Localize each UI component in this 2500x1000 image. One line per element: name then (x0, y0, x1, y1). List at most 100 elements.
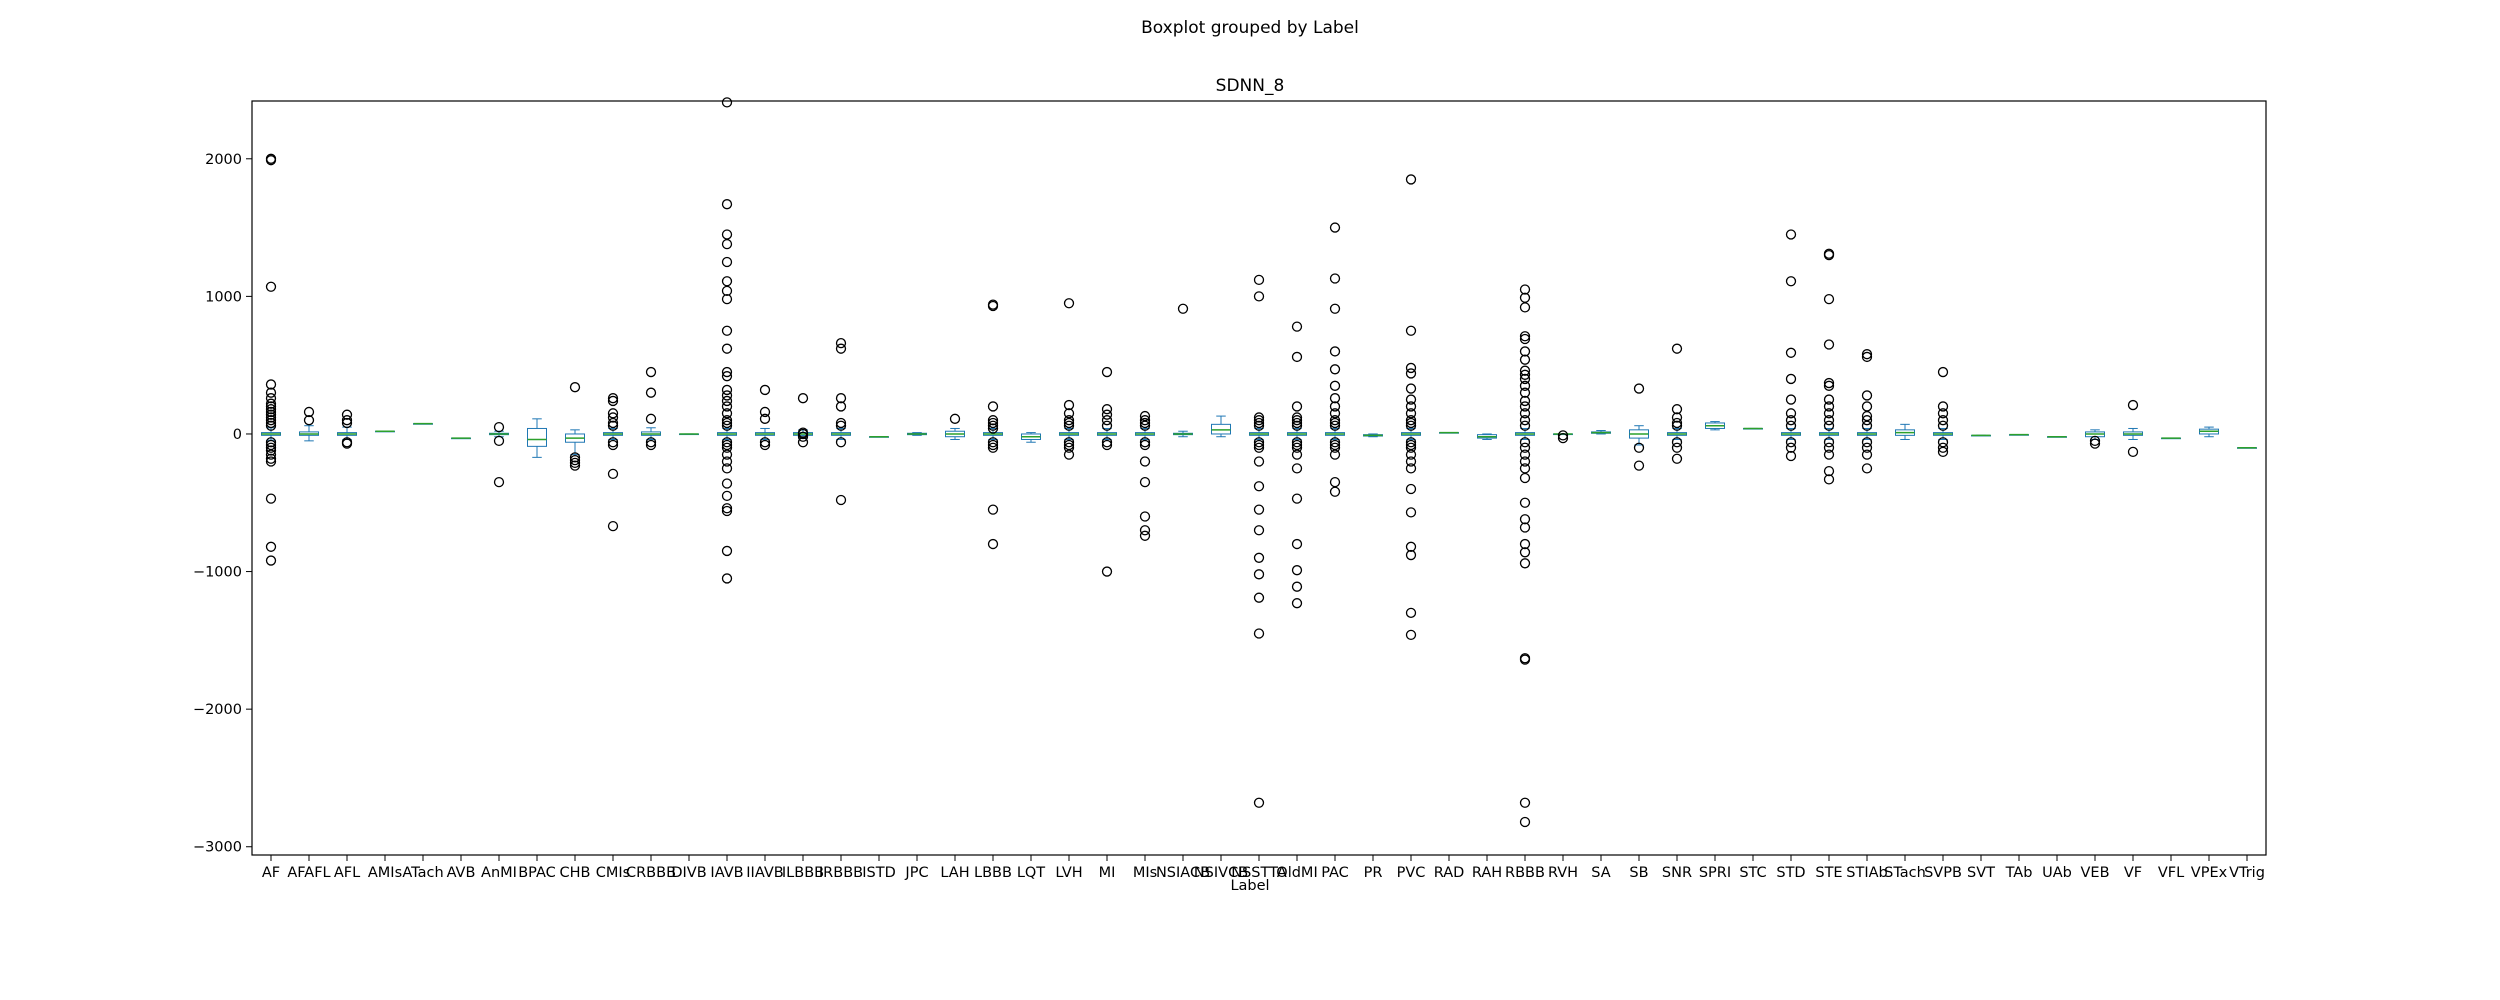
plot-area (261, 97, 2257, 828)
flier-point (1785, 347, 1797, 358)
flier-point (721, 442, 733, 453)
flier-point (493, 476, 505, 488)
flier-point (1253, 442, 1265, 453)
x-tick-label: VF (2124, 865, 2142, 881)
flier-point (1823, 401, 1835, 412)
flier-point (1405, 463, 1417, 474)
axes-title: SDNN_8 (1216, 76, 1285, 96)
x-tick-label: AVB (447, 865, 476, 881)
flier-point (759, 413, 771, 424)
flier-point (265, 406, 277, 418)
flier-point (1671, 404, 1683, 415)
box-NSSTTA (1249, 274, 1269, 808)
flier-point (1671, 437, 1683, 448)
flier-point (1405, 456, 1417, 467)
flier-point (1519, 346, 1531, 357)
x-tick-label: RVH (1548, 865, 1578, 881)
flier-point (1291, 538, 1303, 550)
flier-point (987, 504, 999, 515)
flier-point (1291, 437, 1303, 448)
y-tick-label: 2000 (205, 152, 242, 168)
flier-point (1329, 273, 1341, 284)
flier-point (1101, 437, 1113, 448)
box-NSIACB (1173, 303, 1193, 438)
flier-point (341, 438, 353, 449)
flier-point (1937, 442, 1949, 453)
x-tick-label: VEB (2080, 865, 2109, 881)
box-AF (261, 153, 281, 566)
box-SVPB (1933, 366, 1953, 458)
x-tick-label: STC (1739, 865, 1766, 881)
flier-point (721, 503, 733, 514)
box-TAb (2009, 433, 2029, 436)
flier-point (835, 393, 847, 404)
flier-point (1291, 415, 1303, 426)
flier-point (1253, 628, 1265, 639)
flier-point (1291, 565, 1303, 576)
x-tick-label: LVH (1055, 865, 1082, 881)
flier-point (1405, 629, 1417, 641)
flier-point (265, 449, 277, 460)
box-STC (1743, 427, 1763, 430)
flier-point (1405, 442, 1417, 453)
flier-point (1519, 449, 1531, 460)
flier-point (1519, 354, 1531, 365)
box-AFAFL (299, 406, 319, 442)
flier-point (1139, 417, 1151, 429)
flier-point (721, 285, 733, 297)
flier-point (759, 439, 771, 451)
flier-point (1405, 325, 1417, 336)
flier-point (265, 281, 277, 292)
flier-point (265, 445, 277, 456)
flier-point (721, 505, 733, 517)
flier-point (1861, 463, 1873, 474)
flier-point (987, 420, 999, 431)
flier-point (721, 343, 733, 354)
flier-point (265, 555, 277, 566)
flier-point (1405, 362, 1417, 374)
flier-point (1063, 437, 1075, 448)
flier-point (607, 439, 619, 451)
box-ISTD (869, 435, 889, 438)
flier-point (265, 417, 277, 429)
flier-point (1253, 456, 1265, 467)
flier-point (1785, 442, 1797, 453)
flier-point (1823, 420, 1835, 431)
flier-point (1253, 415, 1265, 426)
flier-point (1519, 442, 1531, 453)
flier-point (265, 398, 277, 409)
flier-point (721, 256, 733, 268)
box-CMIs (603, 393, 623, 532)
flier-point (721, 417, 733, 429)
flier-point (1823, 474, 1835, 485)
flier-point (759, 384, 771, 396)
x-tick-label: NSIVCB (1194, 865, 1248, 881)
flier-point (1519, 558, 1531, 569)
flier-point (721, 401, 733, 412)
box-VPEx (2199, 426, 2219, 438)
flier-point (265, 379, 277, 390)
flier-point (721, 415, 733, 426)
flier-point (1519, 284, 1531, 295)
flier-point (1671, 343, 1683, 354)
flier-point (1101, 404, 1113, 415)
x-tick-label: SA (1591, 865, 1610, 881)
box-LVH (1059, 298, 1079, 460)
y-axis: −3000 −2000 −1000 0 1000 2000 (193, 152, 252, 856)
flier-point (645, 439, 657, 451)
box-DIVB (679, 433, 699, 436)
flier-point (1405, 549, 1417, 561)
flier-point (1519, 654, 1531, 665)
flier-point (1785, 415, 1797, 426)
flier-point (1823, 339, 1835, 350)
flier-point (1823, 437, 1835, 448)
box-SB (1629, 383, 1649, 471)
box-UAb (2047, 435, 2067, 438)
flier-point (265, 155, 277, 166)
flier-point (759, 437, 771, 448)
flier-point (721, 420, 733, 431)
flier-point (265, 393, 277, 404)
flier-point (265, 412, 277, 423)
flier-point (835, 420, 847, 431)
axes-frame (251, 100, 2267, 856)
